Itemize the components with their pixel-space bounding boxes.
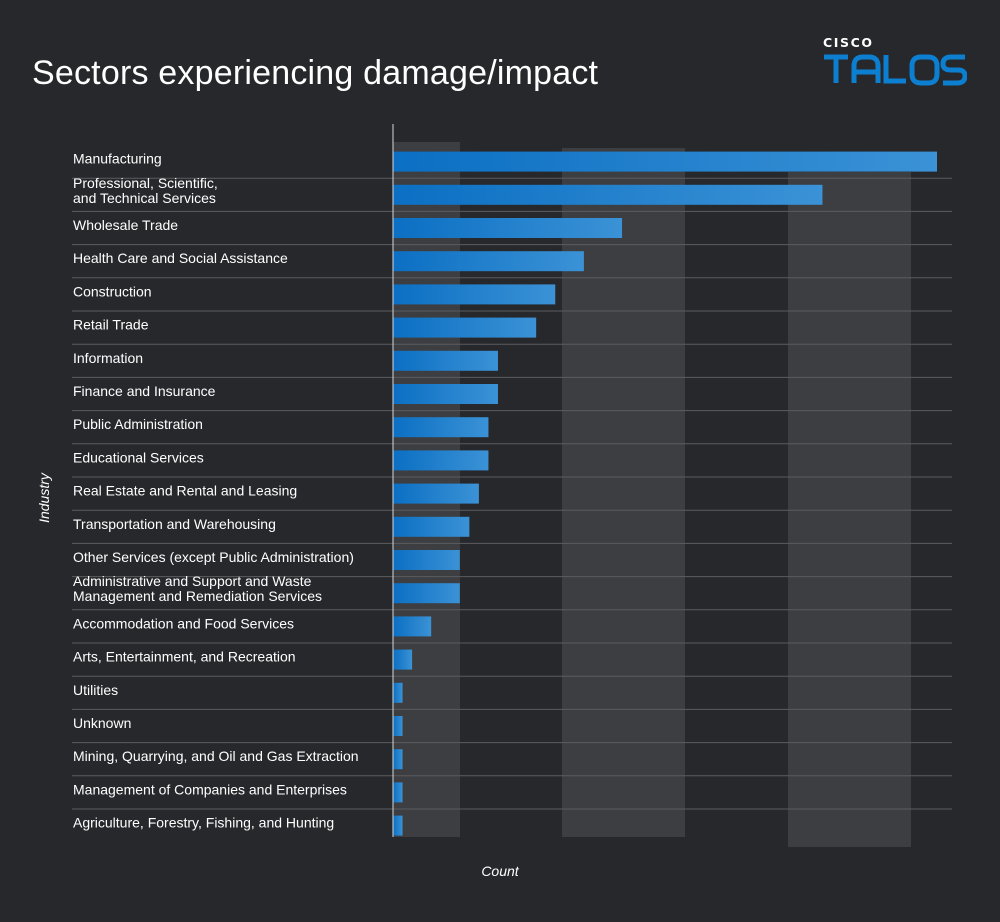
bar [393,450,489,471]
category-label: Public Administration [73,416,203,432]
bar [393,218,623,238]
category-label: Manufacturing [73,151,162,167]
category-label: Finance and Insurance [73,383,216,399]
category-label: Utilities [73,682,118,698]
category-label: Retail Trade [73,317,149,333]
bar [393,317,537,338]
category-label: Educational Services [73,449,204,465]
chart-title: Sectors experiencing damage/impact [32,54,599,92]
bar [393,516,470,537]
category-label: Information [73,350,143,366]
bar [393,184,823,205]
category-label: Transportation and Warehousing [73,516,276,532]
talos-wordmark [824,54,967,86]
category-label: Professional, Scientific, and Technical S… [73,175,218,206]
bar [393,151,937,172]
category-label: Management of Companies and Enterprises [73,781,347,797]
bar [393,417,489,438]
category-label: Wholesale Trade [73,217,178,233]
category-label: Agriculture, Forestry, Fishing, and Hunt… [73,815,334,831]
x-axis-label: Count [481,863,519,879]
bar [393,649,413,670]
bar [393,682,403,703]
category-label: Real Estate and Rental and Leasing [73,483,297,499]
cisco-talos-logo: CISCO [822,34,967,90]
bar [393,384,498,404]
bar [393,583,460,604]
bar [393,284,556,305]
category-label: Mining, Quarrying, and Oil and Gas Extra… [73,748,359,764]
bar [393,350,498,371]
category-label: Other Services (except Public Administra… [73,549,354,565]
bar [393,616,432,637]
category-label: Construction [73,283,152,299]
grid-band [788,172,911,847]
bar [393,550,460,570]
bar [393,782,403,803]
bar [393,815,403,836]
bar [393,251,584,272]
bar [393,483,479,504]
category-label: Health Care and Social Assistance [73,250,288,266]
bar [393,716,403,736]
category-label: Unknown [73,715,131,731]
category-label: Administrative and Support and Waste Mana… [73,573,322,604]
category-label: Accommodation and Food Services [73,615,294,631]
cisco-wordmark: CISCO [823,35,874,50]
category-label: Arts, Entertainment, and Recreation [73,649,296,665]
bar [393,749,403,770]
